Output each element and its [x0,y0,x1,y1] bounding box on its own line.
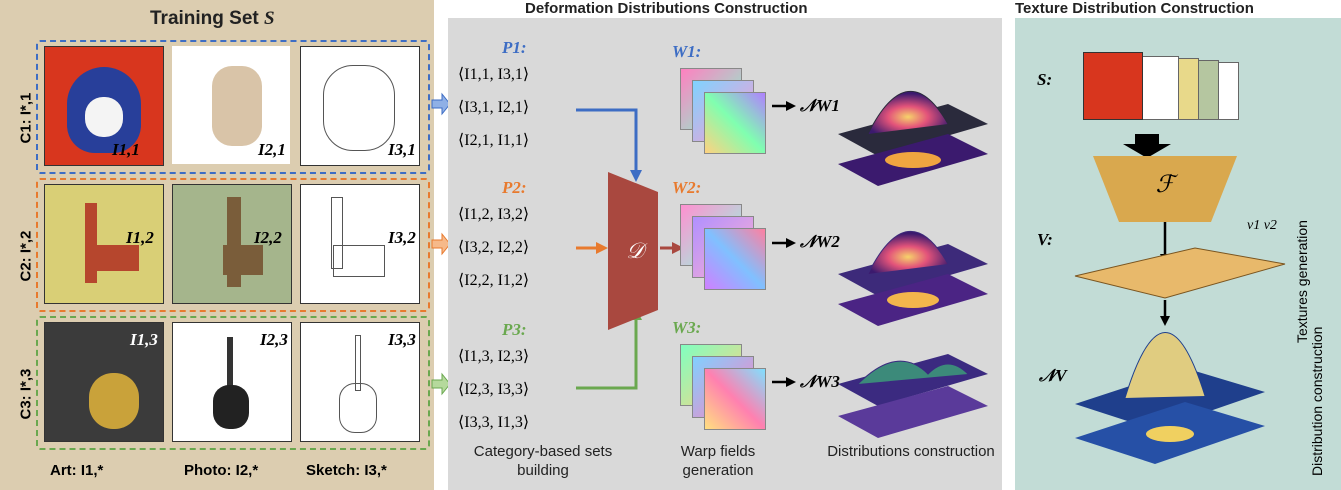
warp-label-2: W2: [672,178,702,197]
footer-art: Art: I1,* [50,462,104,479]
texture-grid [1074,247,1286,299]
footer-sketch: Sketch: I3,* [306,462,387,479]
encoder-trapezoid [1093,156,1237,222]
row-label-1: C1: I*,1 [17,92,35,144]
s-label: S: [1037,70,1053,89]
arrow-row-3 [431,372,451,396]
dist-label-1: 𝒩W1 [800,96,840,115]
caption-photo-3: I2,3 [260,330,288,349]
set-3-pair-1: ⟨I1,3, I2,3⟩ [458,348,530,365]
set-3-pair-2: ⟨I2,3, I3,3⟩ [458,381,530,398]
caption-photo-2: I2,2 [254,228,282,247]
distribution-grid [1075,368,1265,430]
set-2-pair-1: ⟨I1,2, I3,2⟩ [458,206,530,223]
sketch-giraffe-image [300,184,420,304]
surface-2 [838,231,988,326]
encoder-label: ℱ [1155,172,1175,198]
side-label-distribution: Distribution construction [1309,326,1325,476]
warp-label-3: W3: [672,318,702,337]
down-arrow-1 [1123,134,1171,158]
set-1-pair-1: ⟨I1,1, I3,1⟩ [458,66,530,83]
side-label-textures: Textures generation [1294,220,1310,343]
caption-sketch-1: I3,1 [388,140,416,159]
sketch-dog-image [300,46,420,166]
set-3-pair-3: ⟨I3,3, I1,3⟩ [458,414,530,431]
caption-warps: Warp fields generation [680,443,756,479]
photo-guitar-image [172,322,292,442]
training-set-symbol: S [264,8,275,29]
row-arrows [431,92,451,396]
category-box-1 [36,40,430,174]
art-guitar-image [44,322,164,442]
category-box-2 [36,178,430,312]
texture-panel: S: ℱ V: v1 v2 𝒩V Textures generation Dis… [1015,18,1341,490]
texture-graphics [1074,134,1286,464]
set-1: ⟨I1,1, I3,1⟩ ⟨I3,1, I2,1⟩ ⟨I2,1, I1,1⟩ [458,58,529,157]
v-label: V: [1037,230,1053,249]
nv-label: 𝒩V [1039,366,1067,385]
set-name-1: P1: [502,38,527,57]
distribution-surfaces [838,91,988,438]
decoder-trapezoid [608,172,658,330]
deformation-connectors [576,101,796,390]
set-2: ⟨I1,2, I3,2⟩ ⟨I3,2, I2,2⟩ ⟨I2,2, I1,2⟩ [458,198,529,297]
texture-title: Texture Distribution Construction [1015,0,1254,17]
sketch-guitar-image [300,322,420,442]
caption-art-1: I1,1 [112,140,140,159]
deformation-title: Deformation Distributions Construction [525,0,808,17]
photo-giraffe-image [172,184,292,304]
caption-art-3: I1,3 [130,330,158,349]
warp-label-1: W1: [672,42,702,61]
set-3: ⟨I1,3, I2,3⟩ ⟨I2,3, I3,3⟩ ⟨I3,3, I1,3⟩ [458,340,529,439]
caption-dists: Distributions construction [827,443,995,460]
photo-dog-image [172,46,290,164]
art-giraffe-image [44,184,164,304]
surface-1 [838,91,988,186]
caption-photo-1: I2,1 [258,140,286,159]
arrow-row-1 [431,92,451,116]
caption-sketch-2: I3,2 [388,228,416,247]
footer-photo: Photo: I2,* [184,462,259,479]
set-name-3: P3: [502,320,527,339]
set-1-pair-2: ⟨I3,1, I2,1⟩ [458,99,530,116]
row-label-2: C2: I*,2 [17,230,35,282]
caption-art-2: I1,2 [126,228,154,247]
arrow-row-2 [431,232,451,256]
v-marks: v1 v2 [1247,218,1277,233]
dist-label-3: 𝒩W3 [800,372,840,391]
category-box-3 [36,316,430,450]
set-2-pair-2: ⟨I3,2, I2,2⟩ [458,239,530,256]
caption-sets: Category-based sets building [473,443,613,479]
row-label-3: C3: I*,3 [17,368,35,420]
training-set-title: Training Set S [150,8,275,30]
art-dog-image [44,46,164,166]
set-2-pair-3: ⟨I2,2, I1,2⟩ [458,272,530,289]
decoder-label: 𝒟 [626,238,644,263]
surface-3 [838,354,988,438]
caption-sketch-3: I3,3 [388,330,416,349]
training-set-title-text: Training Set [150,8,259,29]
training-set-panel: Training Set S C1: I*,1 I1,1 I2,1 I3,1 C… [0,0,434,490]
set-name-2: P2: [502,178,527,197]
set-1-pair-3: ⟨I2,1, I1,1⟩ [458,132,530,149]
dist-label-2: 𝒩W2 [800,232,840,251]
gaussian-peak [1124,332,1206,399]
deformation-panel: 𝒟 P1: ⟨I1,1, I3,1⟩ ⟨I3,1, I2,1⟩ ⟨I2,1, I… [448,18,1002,490]
